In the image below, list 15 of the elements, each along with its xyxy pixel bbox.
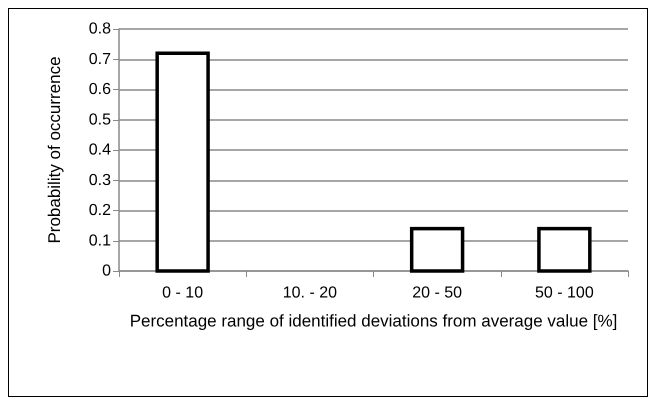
x-tick-label: 10. - 20 bbox=[282, 284, 338, 302]
y-tick-label: 0.2 bbox=[88, 202, 112, 219]
y-tick-label: 0.7 bbox=[88, 50, 112, 68]
x-tick-label: 20 - 50 bbox=[412, 284, 462, 302]
y-tick-label: 0.3 bbox=[88, 172, 112, 189]
y-tick-label: 0.8 bbox=[88, 20, 112, 38]
y-tick-label: 0 bbox=[102, 262, 112, 280]
x-axis-title: Percentage range of identified deviations from average value [%] bbox=[130, 312, 618, 330]
y-tick-label: 0.5 bbox=[88, 111, 112, 128]
y-tick-label: 0.6 bbox=[88, 81, 112, 98]
x-tick-label: 0 - 10 bbox=[162, 284, 204, 302]
y-axis-title: Probability of occurrence bbox=[45, 56, 64, 244]
x-tick-label: 50 - 100 bbox=[535, 284, 594, 302]
y-tick-label: 0.1 bbox=[88, 232, 112, 250]
y-tick-label: 0.4 bbox=[88, 142, 112, 158]
